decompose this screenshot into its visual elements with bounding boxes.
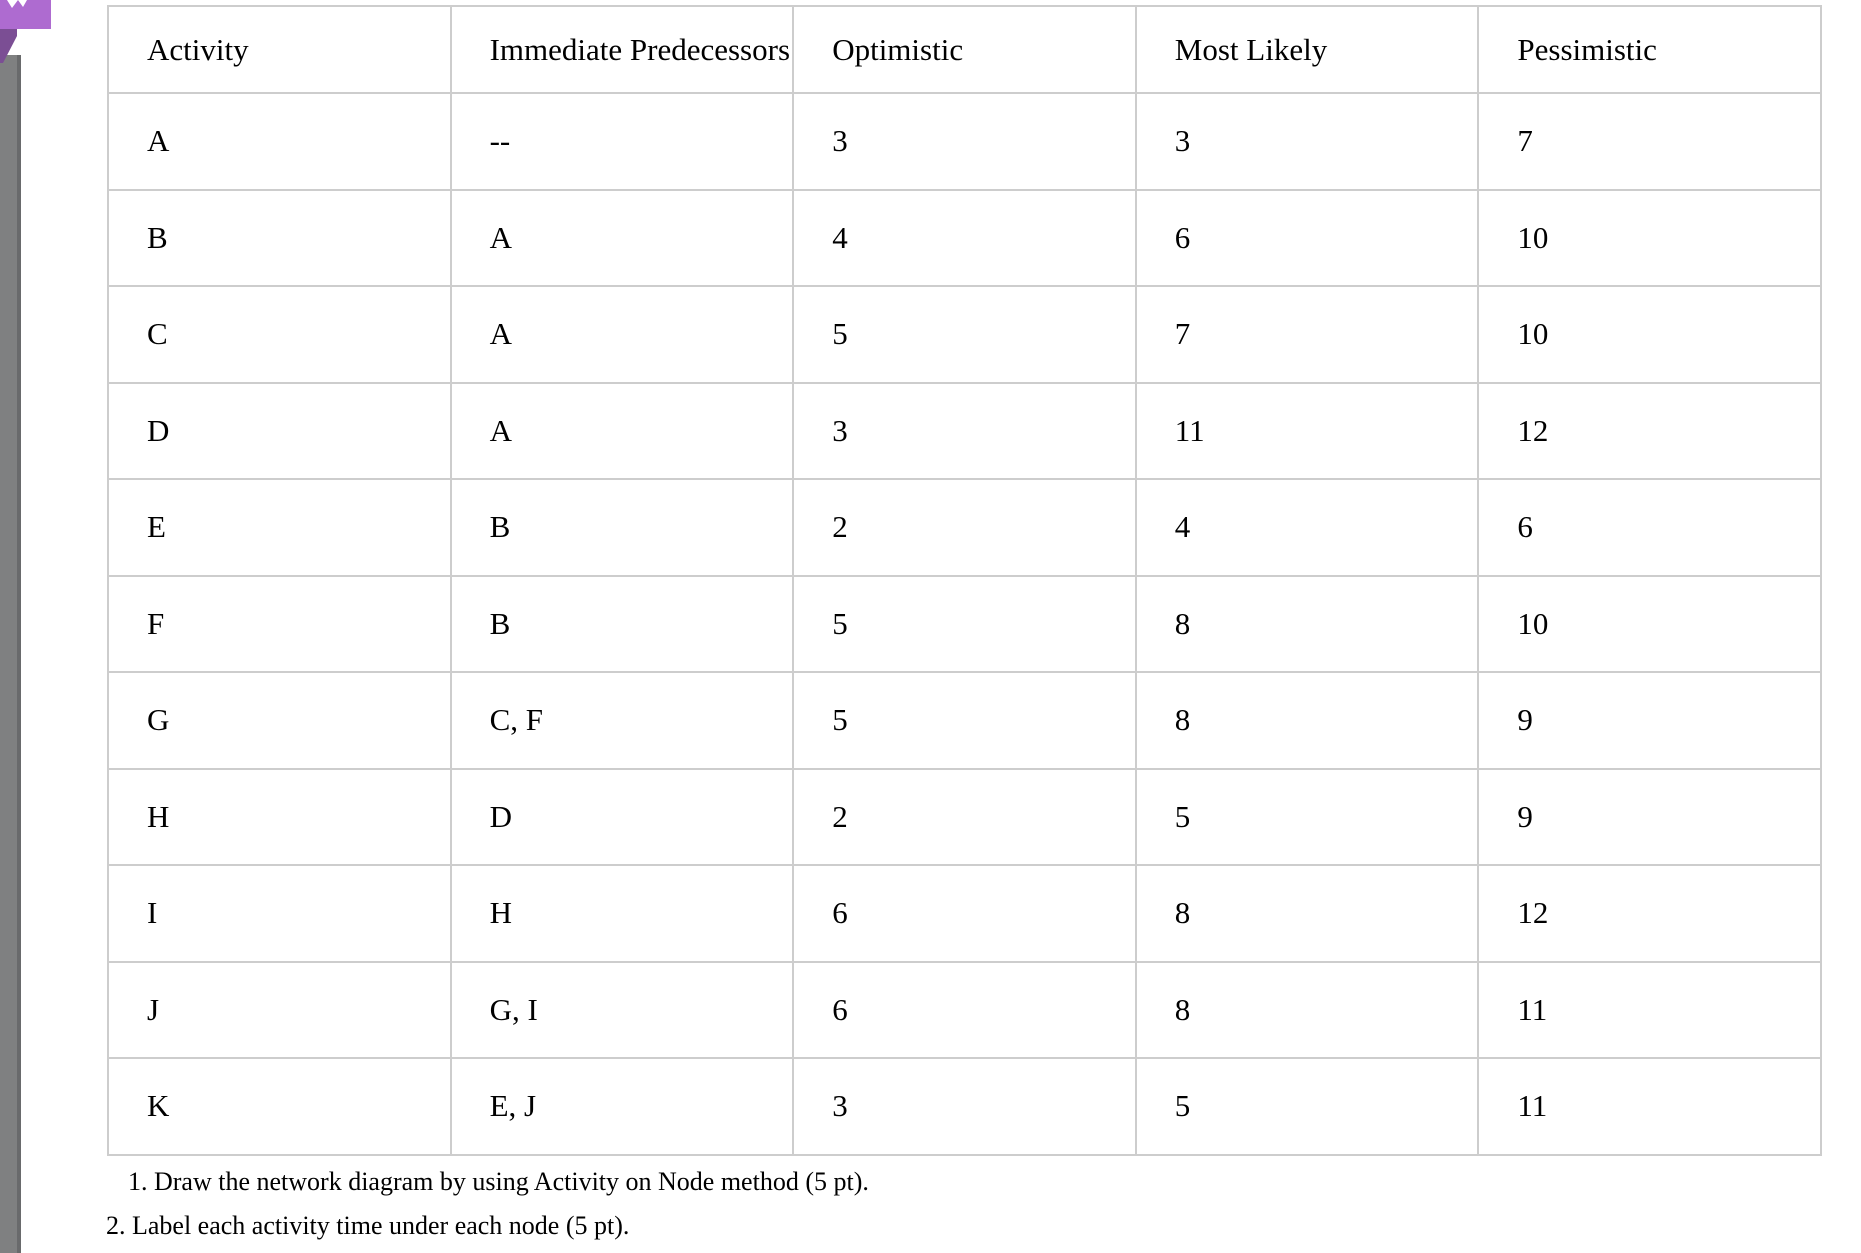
cell-most-likely: 5 [1134,767,1480,866]
header-most-likely: Most Likely [1134,5,1480,94]
cell-activity: H [107,767,452,866]
instruction-line-1: 1. Draw the network diagram by using Act… [128,1167,869,1196]
cell-predecessors: B [449,574,795,673]
cell-predecessors: D [449,767,795,866]
cell-optimistic: 5 [792,671,1137,770]
header-predecessors: Immediate Predecessors [449,5,795,94]
cell-pessimistic: 7 [1477,92,1822,191]
table-row: E B 2 4 6 [107,478,1822,577]
cell-activity: B [107,188,452,287]
cell-optimistic: 5 [792,574,1137,673]
cell-pessimistic: 10 [1477,574,1822,673]
cell-predecessors: B [449,478,795,577]
cell-activity: J [107,960,452,1059]
cell-most-likely: 8 [1134,671,1480,770]
cell-most-likely: 3 [1134,92,1480,191]
cell-activity: E [107,478,452,577]
pert-table: Activity Immediate Predecessors Optimist… [107,5,1822,1156]
purple-corner-fragment-icon [0,0,60,75]
cell-predecessors: A [449,285,795,384]
table-row: B A 4 6 10 [107,188,1822,287]
cell-most-likely: 11 [1134,381,1480,480]
table-row: J G, I 6 8 11 [107,960,1822,1059]
cell-predecessors: G, I [449,960,795,1059]
cell-activity: A [107,92,452,191]
left-edge-bar-shadow [17,55,21,1253]
table-row: K E, J 3 5 11 [107,1057,1822,1156]
cell-pessimistic: 12 [1477,381,1822,480]
cell-most-likely: 7 [1134,285,1480,384]
cell-optimistic: 2 [792,767,1137,866]
cell-activity: D [107,381,452,480]
table-row: C A 5 7 10 [107,285,1822,384]
cell-optimistic: 5 [792,285,1137,384]
cell-activity: F [107,574,452,673]
cell-optimistic: 4 [792,188,1137,287]
table-row: D A 3 11 12 [107,381,1822,480]
cell-most-likely: 8 [1134,864,1480,963]
cell-most-likely: 8 [1134,574,1480,673]
cell-predecessors: C, F [449,671,795,770]
header-activity: Activity [107,5,452,94]
cell-most-likely: 4 [1134,478,1480,577]
cell-pessimistic: 12 [1477,864,1822,963]
cell-optimistic: 2 [792,478,1137,577]
cell-pessimistic: 10 [1477,285,1822,384]
cell-pessimistic: 9 [1477,671,1822,770]
table-header-row: Activity Immediate Predecessors Optimist… [107,5,1822,94]
instruction-line-2: 2. Label each activity time under each n… [106,1211,630,1240]
cell-most-likely: 8 [1134,960,1480,1059]
table-row: H D 2 5 9 [107,767,1822,866]
cell-pessimistic: 6 [1477,478,1822,577]
cell-predecessors: A [449,381,795,480]
cell-predecessors: E, J [449,1057,795,1156]
cell-pessimistic: 10 [1477,188,1822,287]
cell-predecessors: A [449,188,795,287]
header-pessimistic: Pessimistic [1477,5,1822,94]
cell-optimistic: 6 [792,864,1137,963]
cell-most-likely: 5 [1134,1057,1480,1156]
header-optimistic: Optimistic [792,5,1137,94]
cell-activity: I [107,864,452,963]
table-row: A -- 3 3 7 [107,92,1822,191]
cell-activity: G [107,671,452,770]
cell-pessimistic: 11 [1477,1057,1822,1156]
cell-predecessors: H [449,864,795,963]
cell-optimistic: 6 [792,960,1137,1059]
cell-activity: K [107,1057,452,1156]
cell-activity: C [107,285,452,384]
cell-pessimistic: 9 [1477,767,1822,866]
table-row: G C, F 5 8 9 [107,671,1822,770]
cell-optimistic: 3 [792,381,1137,480]
cell-most-likely: 6 [1134,188,1480,287]
cell-optimistic: 3 [792,1057,1137,1156]
left-edge-bar [0,55,17,1253]
cell-predecessors: -- [449,92,795,191]
cell-pessimistic: 11 [1477,960,1822,1059]
cell-optimistic: 3 [792,92,1137,191]
table-row: I H 6 8 12 [107,864,1822,963]
table-row: F B 5 8 10 [107,574,1822,673]
